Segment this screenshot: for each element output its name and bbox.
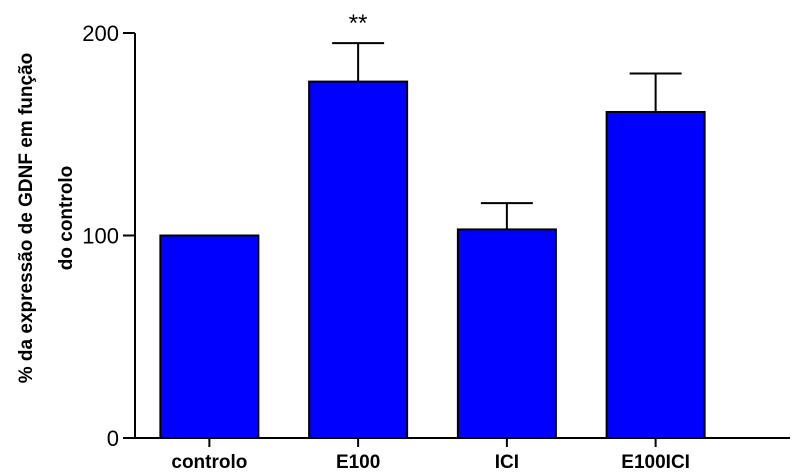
significance-annotation: **: [349, 10, 368, 37]
y-axis-label-line-1: % da expressão de GDNF em função: [16, 53, 37, 384]
y-tick-label: 200: [82, 21, 119, 46]
bar-e100: [308, 80, 409, 439]
bar-controlo: [159, 234, 260, 439]
bars: [159, 80, 706, 447]
bar-ici: [456, 228, 557, 439]
y-tick-label: 100: [82, 224, 119, 249]
category-label-ici: ICI: [495, 452, 519, 473]
y-tick-label: 0: [107, 426, 119, 451]
annotations: **: [349, 10, 368, 37]
y-axis-label: % da expressão de GDNF em função do cont…: [16, 53, 77, 384]
category-label-e100ici: E100ICI: [621, 452, 690, 473]
category-label-e100: E100: [336, 452, 380, 473]
error-bars: [332, 42, 682, 230]
bar-e100ici: [605, 110, 706, 439]
category-label-controlo: controlo: [171, 452, 247, 473]
y-ticks: 0 100 200: [82, 21, 135, 451]
category-labels: controlo E100 ICI E100ICI: [171, 452, 690, 473]
y-axis-label-line-2: do controlo: [56, 166, 77, 270]
